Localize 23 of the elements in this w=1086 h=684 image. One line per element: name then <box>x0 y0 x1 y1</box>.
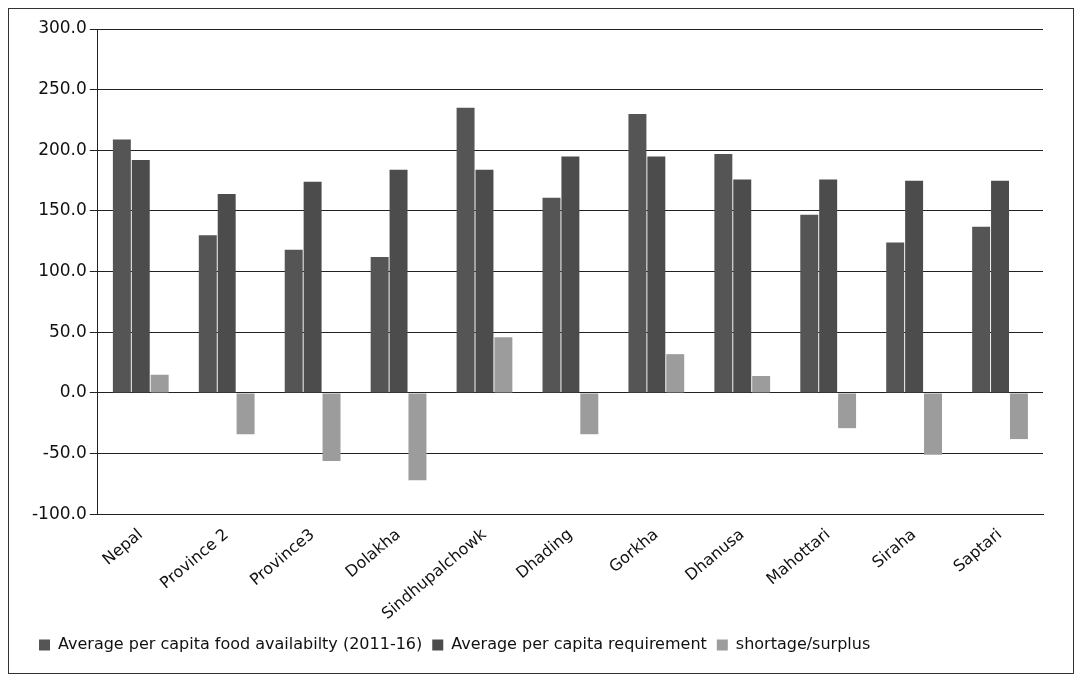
bar <box>666 354 685 393</box>
y-tick-label: 250.0 <box>38 78 87 99</box>
bar <box>838 393 857 429</box>
bar <box>236 393 255 435</box>
bar <box>1009 393 1028 440</box>
bar <box>322 393 341 461</box>
legend-label: Average per capita food availabilty (2011-16) <box>58 634 423 654</box>
y-tick-label: 150.0 <box>38 199 87 220</box>
bar <box>580 393 599 435</box>
y-tick-label: 50.0 <box>48 320 87 341</box>
legend-label: Average per capita requirement <box>451 634 707 654</box>
legend-label: shortage/surplus <box>735 634 871 654</box>
y-tick-label: 100.0 <box>38 260 87 281</box>
y-tick-label: 200.0 <box>38 138 87 159</box>
bar <box>150 374 169 393</box>
y-tick-label: -50.0 <box>42 442 87 463</box>
bar <box>408 393 427 481</box>
y-tick-label: -100.0 <box>31 502 87 523</box>
bar <box>924 393 942 455</box>
y-tick-label: 300.0 <box>38 17 87 38</box>
bar <box>494 337 513 393</box>
bar <box>752 375 771 393</box>
y-tick-label: 0.0 <box>59 381 87 402</box>
